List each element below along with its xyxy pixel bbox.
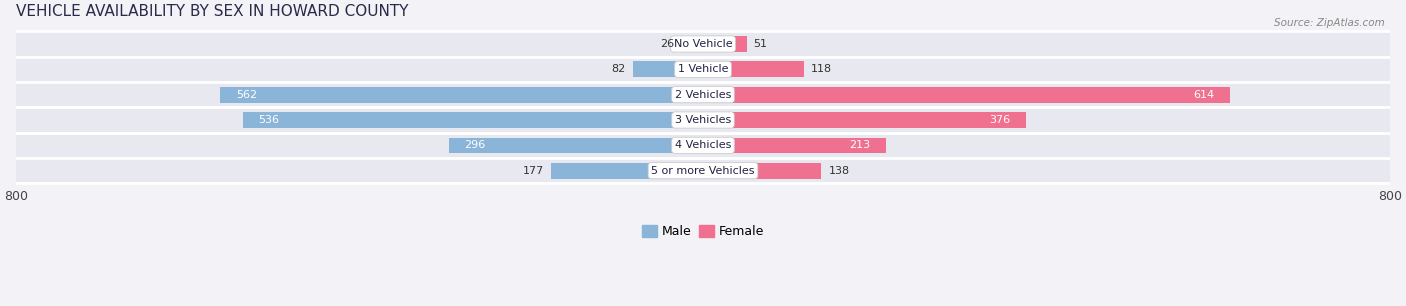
Text: 82: 82 — [612, 64, 626, 74]
Text: 26: 26 — [659, 39, 673, 49]
Bar — [633, 62, 703, 77]
Text: 3 Vehicles: 3 Vehicles — [675, 115, 731, 125]
Bar — [703, 87, 1230, 103]
Bar — [703, 112, 1026, 128]
Text: 5 or more Vehicles: 5 or more Vehicles — [651, 166, 755, 176]
Text: 536: 536 — [259, 115, 280, 125]
Text: 1 Vehicle: 1 Vehicle — [678, 64, 728, 74]
Bar — [15, 108, 1391, 132]
Text: VEHICLE AVAILABILITY BY SEX IN HOWARD COUNTY: VEHICLE AVAILABILITY BY SEX IN HOWARD CO… — [15, 4, 409, 19]
Bar — [703, 137, 886, 153]
Bar — [15, 159, 1391, 182]
Legend: Male, Female: Male, Female — [637, 220, 769, 243]
Bar — [551, 163, 703, 179]
Text: 118: 118 — [811, 64, 832, 74]
Bar — [681, 36, 703, 52]
Bar — [703, 62, 804, 77]
Bar — [449, 137, 703, 153]
Bar — [703, 163, 821, 179]
Text: 2 Vehicles: 2 Vehicles — [675, 90, 731, 100]
Bar — [15, 134, 1391, 157]
Bar — [221, 87, 703, 103]
Bar — [15, 83, 1391, 106]
Text: 51: 51 — [754, 39, 768, 49]
Text: 614: 614 — [1194, 90, 1215, 100]
Text: 213: 213 — [849, 140, 870, 150]
Text: 4 Vehicles: 4 Vehicles — [675, 140, 731, 150]
Bar — [15, 58, 1391, 81]
Text: 562: 562 — [236, 90, 257, 100]
Bar — [15, 32, 1391, 56]
Text: 138: 138 — [828, 166, 849, 176]
Text: No Vehicle: No Vehicle — [673, 39, 733, 49]
Text: 296: 296 — [464, 140, 485, 150]
Text: 376: 376 — [990, 115, 1011, 125]
Bar — [243, 112, 703, 128]
Bar — [703, 36, 747, 52]
Text: 177: 177 — [523, 166, 544, 176]
Text: Source: ZipAtlas.com: Source: ZipAtlas.com — [1274, 18, 1385, 28]
